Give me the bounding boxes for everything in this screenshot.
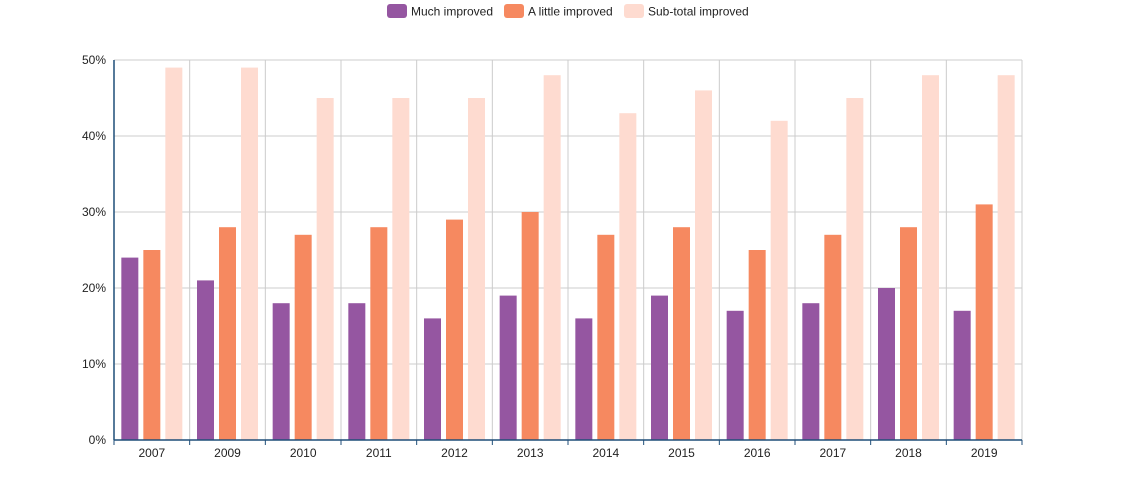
bar-much-improved-2011 (348, 303, 366, 440)
bar-sub-total-improved-2013 (543, 75, 561, 440)
legend-label: A little improved (528, 5, 613, 19)
bar-sub-total-improved-2015 (695, 90, 712, 441)
x-tick-label: 2018 (895, 446, 922, 460)
y-tick-label: 10% (82, 357, 106, 371)
bar-a-little-improved-2013 (521, 212, 539, 440)
y-tick-label: 20% (82, 281, 106, 295)
bar-sub-total-improved-2016 (770, 120, 788, 441)
bar-a-little-improved-2015 (673, 227, 690, 440)
x-tick-label: 2012 (441, 446, 468, 460)
x-tick-label: 2007 (138, 446, 165, 460)
bar-a-little-improved-2012 (446, 219, 463, 440)
bar-sub-total-improved-2012 (468, 98, 485, 440)
bar-a-little-improved-2007 (143, 250, 161, 440)
bar-sub-total-improved-2009 (241, 67, 258, 440)
y-tick-label: 50% (82, 53, 106, 67)
legend-item-sub-total-improved[interactable]: Sub-total improved (624, 4, 749, 19)
x-tick-label: 2011 (366, 446, 392, 460)
bar-much-improved-2007 (121, 257, 139, 440)
axes (113, 60, 1023, 445)
legend-swatch (504, 4, 524, 18)
legend-swatch (624, 4, 644, 18)
bar-a-little-improved-2011 (370, 227, 388, 440)
bar-a-little-improved-2010 (294, 234, 312, 440)
x-axis-labels: 2007 2009 2010 2011 2012 2013 2014 2015 2016 2017… (138, 446, 997, 460)
bar-a-little-improved-2009 (219, 227, 236, 440)
bar-much-improved-2017 (802, 303, 820, 440)
bar-a-little-improved-2018 (900, 227, 917, 440)
bar-a-little-improved-2017 (824, 234, 842, 440)
y-tick-label: 0% (89, 433, 107, 447)
legend-label: Much improved (411, 5, 493, 19)
bar-sub-total-improved-2014 (619, 113, 637, 440)
bar-much-improved-2012 (424, 318, 441, 440)
legend-label: Sub-total improved (648, 5, 749, 19)
bar-a-little-improved-2016 (748, 250, 766, 440)
bars (121, 67, 1015, 441)
bar-much-improved-2013 (499, 295, 517, 440)
bar-a-little-improved-2019 (975, 204, 993, 440)
bar-much-improved-2010 (272, 303, 290, 440)
bar-much-improved-2016 (726, 310, 744, 440)
bar-much-improved-2019 (953, 310, 971, 440)
y-tick-label: 40% (82, 129, 106, 143)
x-tick-label: 2009 (214, 446, 241, 460)
bar-much-improved-2018 (878, 288, 895, 440)
bar-much-improved-2009 (197, 280, 214, 440)
bar-sub-total-improved-2011 (392, 98, 410, 440)
legend-item-much-improved[interactable]: Much improved (387, 4, 493, 19)
y-axis-labels: 0% 10% 20% 30% 40% 50% (82, 53, 106, 447)
bar-sub-total-improved-2010 (316, 98, 334, 440)
bar-sub-total-improved-2019 (997, 75, 1015, 440)
grid (114, 59, 1023, 440)
legend: Much improved A little improved Sub-total … (387, 4, 749, 19)
bar-much-improved-2015 (651, 295, 668, 440)
x-tick-label: 2017 (819, 446, 846, 460)
x-tick-label: 2014 (592, 446, 619, 460)
x-tick-label: 2010 (290, 446, 317, 460)
legend-swatch (387, 4, 407, 18)
x-tick-label: 2019 (971, 446, 998, 460)
bar-a-little-improved-2014 (597, 234, 615, 440)
bar-much-improved-2014 (575, 318, 593, 440)
bar-sub-total-improved-2018 (922, 75, 939, 440)
x-tick-label: 2015 (668, 446, 695, 460)
legend-item-a-little-improved[interactable]: A little improved (504, 4, 613, 19)
bar-sub-total-improved-2017 (846, 98, 864, 440)
y-tick-label: 30% (82, 205, 106, 219)
x-tick-label: 2013 (517, 446, 544, 460)
x-tick-label: 2016 (744, 446, 771, 460)
bar-sub-total-improved-2007 (165, 67, 183, 440)
